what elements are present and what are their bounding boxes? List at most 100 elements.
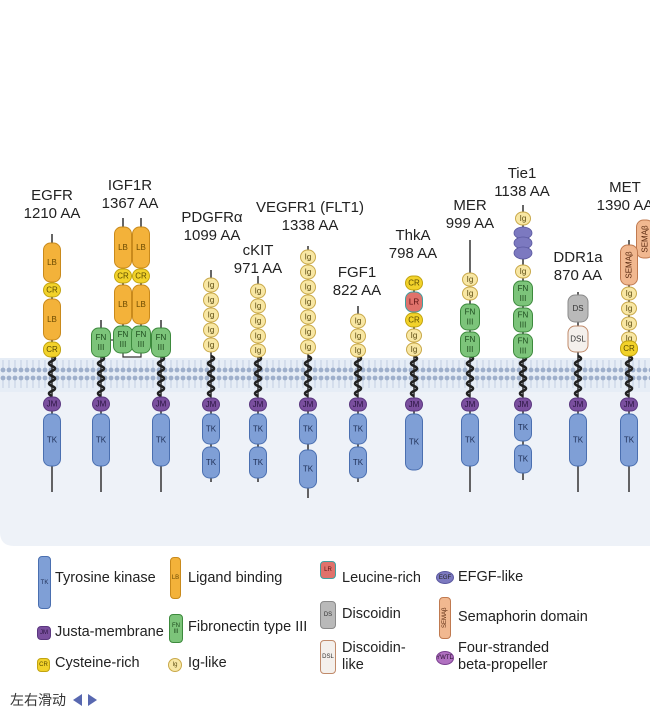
egf-domain — [513, 226, 533, 260]
domain-label: Ig — [355, 317, 362, 326]
legend-label: Tyrosine kinase — [55, 570, 156, 586]
ig-domain: Ig — [250, 313, 266, 329]
arrow-left-icon[interactable] — [73, 694, 82, 706]
domain-label: Ig — [255, 302, 262, 311]
transmembrane-helix — [518, 354, 528, 398]
domain-label: CR — [135, 272, 147, 281]
domain-label: Ig — [626, 334, 633, 343]
domain-label: LB — [136, 243, 146, 252]
scroll-hint[interactable]: 左右滑动 — [10, 690, 97, 710]
receptor-name: Tie1 — [508, 165, 537, 182]
receptor-length: 971 AA — [234, 260, 282, 277]
domain-label: CR — [117, 272, 129, 281]
legend-label: Discoidin — [342, 606, 401, 622]
transmembrane-helix — [96, 354, 106, 398]
domain-label: TK — [409, 438, 420, 447]
legend-label: Leucine-rich — [342, 570, 421, 586]
tk-domain: TK — [620, 413, 638, 467]
domain-label: JM — [624, 400, 635, 409]
legend-egf-icon: EGF — [436, 571, 454, 584]
scroll-hint-text: 左右滑动 — [10, 692, 66, 708]
domain-label: JM — [156, 400, 167, 409]
domain-label: TK — [353, 425, 364, 434]
ig-domain: Ig — [515, 264, 531, 279]
domain-shape — [114, 284, 132, 325]
ig-domain: Ig — [300, 279, 316, 295]
dsl-domain: DSL — [567, 325, 589, 353]
domain-label: LR — [409, 298, 419, 307]
domain-shape — [569, 397, 587, 412]
arrow-right-icon[interactable] — [88, 694, 97, 706]
legend-label: Cysteine-rich — [55, 655, 140, 671]
lb-domain: LB — [114, 226, 132, 269]
lb-domain: LB — [114, 284, 132, 325]
ig-domain: Ig — [350, 343, 366, 358]
domain-shape — [250, 343, 266, 358]
domain-shape — [460, 303, 480, 331]
domain-shape — [152, 396, 170, 412]
transmembrane-helix — [624, 354, 634, 398]
domain-shape — [250, 283, 266, 299]
domain-shape — [567, 294, 589, 323]
ig-domain: Ig — [462, 272, 478, 287]
cr-domain: CR — [132, 268, 150, 284]
domain-label: CR — [408, 279, 420, 288]
transmembrane-helix — [465, 354, 475, 398]
domain-shape — [92, 413, 110, 467]
domain-label: III — [467, 345, 474, 354]
receptor-length: 1099 AA — [184, 227, 241, 244]
ig-domain: Ig — [203, 292, 219, 308]
receptor-vegfr1-flt1: Ig Ig Ig Ig Ig Ig Ig JM TK TK VEGFR1 (FLT1)1338 AA — [256, 199, 364, 498]
domain-shape — [249, 413, 267, 445]
domain-shape — [299, 397, 317, 412]
domain-label: TK — [303, 425, 314, 434]
domain-label: Ig — [355, 332, 362, 341]
legend-label: Four-stranded beta-propeller — [458, 640, 550, 673]
jm-domain: JM — [299, 397, 317, 412]
domain-label: Ig — [411, 345, 418, 354]
domain-label: Ig — [208, 281, 215, 290]
domain-label: LB — [47, 258, 57, 267]
domain-shape — [515, 211, 531, 226]
receptor-name: cKIT — [243, 242, 274, 259]
domain-shape — [300, 294, 316, 310]
domain-label: Ig — [305, 298, 312, 307]
domain-label: III — [520, 321, 527, 330]
domain-label: III — [138, 340, 145, 349]
domain-shape — [92, 396, 110, 412]
legend-dsl-icon: DSL — [320, 640, 336, 674]
domain-shape — [131, 325, 151, 354]
ig-domain: Ig — [350, 328, 366, 344]
legend-icon-label: YWTD — [436, 655, 454, 661]
domain-shape — [43, 396, 61, 412]
domain-shape — [250, 328, 266, 344]
jm-domain: JM — [249, 397, 267, 412]
domain-shape — [349, 446, 367, 479]
domain-shape — [514, 397, 532, 412]
cr-domain: CR — [114, 268, 132, 284]
domain-shape — [250, 313, 266, 329]
sema-domain: SEMAβ — [636, 219, 650, 259]
domain-shape — [132, 226, 150, 269]
domain-shape — [43, 413, 61, 467]
domain-label: Ig — [626, 319, 633, 328]
domain-label: JM — [409, 400, 420, 409]
tk-domain: TK — [349, 446, 367, 479]
domain-shape — [621, 316, 637, 331]
domain-shape — [515, 264, 531, 279]
domain-label: Ig — [255, 346, 262, 355]
legend-icon-label: CR — [39, 662, 48, 668]
ig-domain: Ig — [406, 342, 422, 357]
receptor-length: 870 AA — [554, 267, 602, 284]
domain-shape — [203, 307, 219, 323]
ig-domain: Ig — [300, 249, 316, 265]
